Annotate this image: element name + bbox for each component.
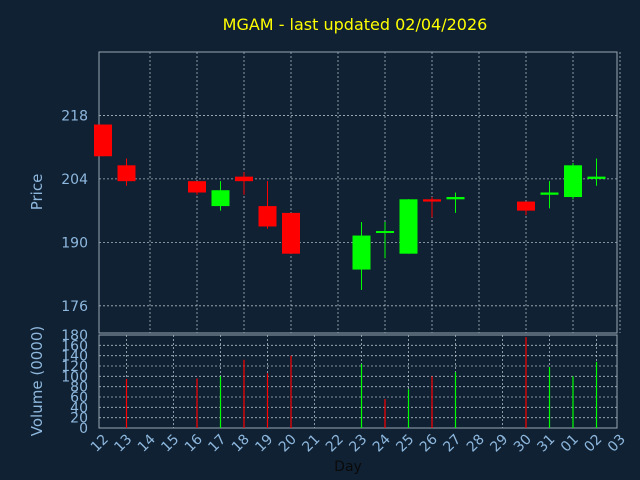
volume-tick-label: 0 xyxy=(79,421,88,437)
candle-body xyxy=(446,197,465,200)
candle-30 xyxy=(517,201,535,216)
price-axis-label: Price xyxy=(28,174,46,211)
candle-body xyxy=(211,190,230,207)
price-tick-label: 204 xyxy=(61,172,88,188)
volume-tick-label: 160 xyxy=(61,338,88,354)
price-tick-label: 190 xyxy=(61,235,88,251)
x-tick-labels: 12 13 14 15 16 17 18 19 20 21 22 23 24 25 26 27 28 29 30 31… xyxy=(88,431,629,455)
volume-axis-label: Volume (0000) xyxy=(28,326,46,436)
price-panel-frame xyxy=(98,51,618,334)
candle-body xyxy=(376,231,394,234)
candle-body xyxy=(517,201,535,211)
candle-body xyxy=(540,192,559,195)
price-tick-label: 218 xyxy=(61,108,88,124)
candle-12 xyxy=(94,124,112,157)
candle-26 xyxy=(423,197,441,218)
candle-body xyxy=(117,165,136,182)
candle-body xyxy=(423,199,441,202)
candle-20 xyxy=(282,212,300,254)
volume-panel-frame xyxy=(98,334,618,429)
candles xyxy=(94,124,606,290)
candle-01 xyxy=(564,163,582,200)
volume-bars xyxy=(125,337,598,428)
candle-18 xyxy=(235,172,253,195)
chart-title: MGAM - last updated 02/04/2026 xyxy=(223,15,488,34)
price-tick-label: 176 xyxy=(61,299,88,315)
candle-body xyxy=(399,199,418,254)
volume-tick-label: 100 xyxy=(61,369,88,385)
candle-23 xyxy=(352,221,371,290)
volume-tick-label: 40 xyxy=(70,400,88,416)
candle-body xyxy=(258,206,277,227)
x-axis-label: Day xyxy=(334,459,362,475)
price-tick-labels: 176 190 204 218 xyxy=(61,108,88,314)
candle-02 xyxy=(587,158,606,186)
volume-tick-label: 20 xyxy=(70,411,88,427)
volume-tick-label: 180 xyxy=(61,328,88,344)
candle-body xyxy=(564,165,582,198)
volume-tick-label: 60 xyxy=(70,390,88,406)
candle-body xyxy=(188,181,206,193)
volume-tick-label: 140 xyxy=(61,349,88,365)
candle-27 xyxy=(446,192,465,213)
candle-body xyxy=(352,235,371,270)
candle-24 xyxy=(376,221,394,259)
candle-13 xyxy=(117,158,136,186)
candle-31 xyxy=(540,181,559,209)
volume-tick-label: 120 xyxy=(61,359,88,375)
candle-25 xyxy=(399,199,418,254)
candle-19 xyxy=(258,181,277,229)
candle-body xyxy=(282,212,300,254)
volume-tick-label: 80 xyxy=(70,380,88,396)
candle-16 xyxy=(188,181,206,195)
candle-body xyxy=(94,124,112,157)
candle-body xyxy=(235,176,253,182)
candle-17 xyxy=(211,181,230,211)
candle-body xyxy=(587,176,606,179)
